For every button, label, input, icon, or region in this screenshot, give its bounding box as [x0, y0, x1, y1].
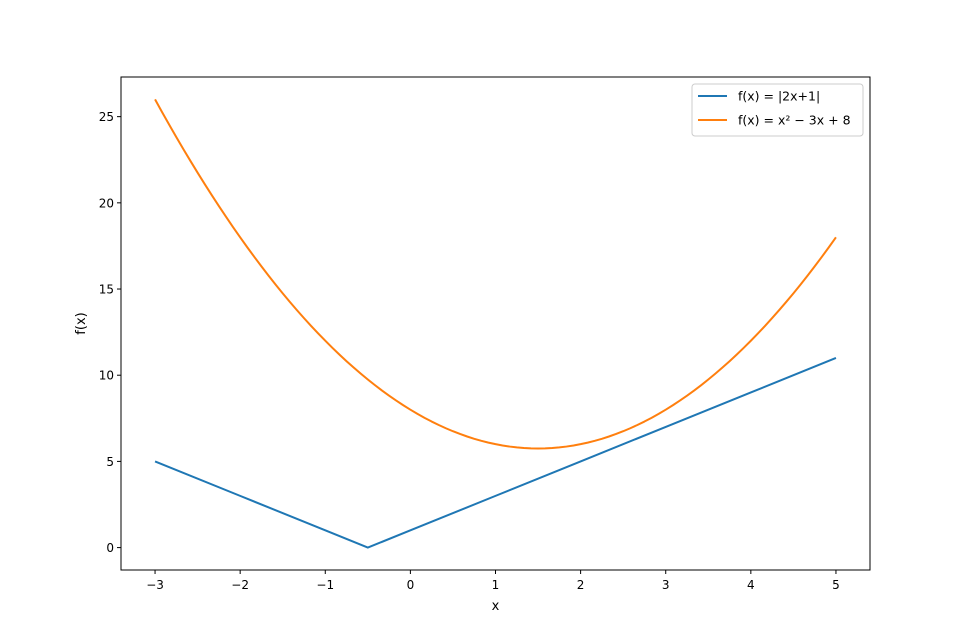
x-tick-label: −2 — [231, 578, 249, 592]
x-tick-label: 3 — [662, 578, 670, 592]
x-tick-label: 2 — [577, 578, 585, 592]
x-tick-label: 4 — [747, 578, 755, 592]
y-axis-label: f(x) — [74, 312, 89, 334]
y-tick-label: 25 — [99, 110, 114, 124]
y-tick-label: 0 — [106, 541, 114, 555]
x-tick-label: −1 — [316, 578, 334, 592]
x-tick-label: 1 — [492, 578, 500, 592]
series-line-abs — [154, 357, 837, 549]
x-axis-label: x — [492, 599, 500, 614]
x-tick-label: 5 — [832, 578, 840, 592]
y-tick-label: 20 — [99, 196, 114, 210]
x-axis-ticks: −3 −2 −1 0 1 2 3 4 5 — [146, 570, 840, 592]
legend: f(x) = |2x+1| f(x) = x² − 3x + 8 — [691, 83, 864, 137]
y-tick-label: 10 — [99, 369, 114, 383]
legend-label-abs: f(x) = |2x+1| — [738, 89, 820, 104]
x-tick-label: 0 — [407, 578, 415, 592]
series-line-quadratic — [154, 98, 837, 450]
series-layer — [154, 98, 837, 549]
legend-label-quadratic: f(x) = x² − 3x + 8 — [738, 113, 851, 128]
y-tick-label: 15 — [99, 283, 114, 297]
y-axis-ticks: 0 5 10 15 20 25 — [99, 110, 121, 555]
x-tick-label: −3 — [146, 578, 164, 592]
y-tick-label: 5 — [106, 455, 114, 469]
legend-frame — [691, 83, 864, 137]
